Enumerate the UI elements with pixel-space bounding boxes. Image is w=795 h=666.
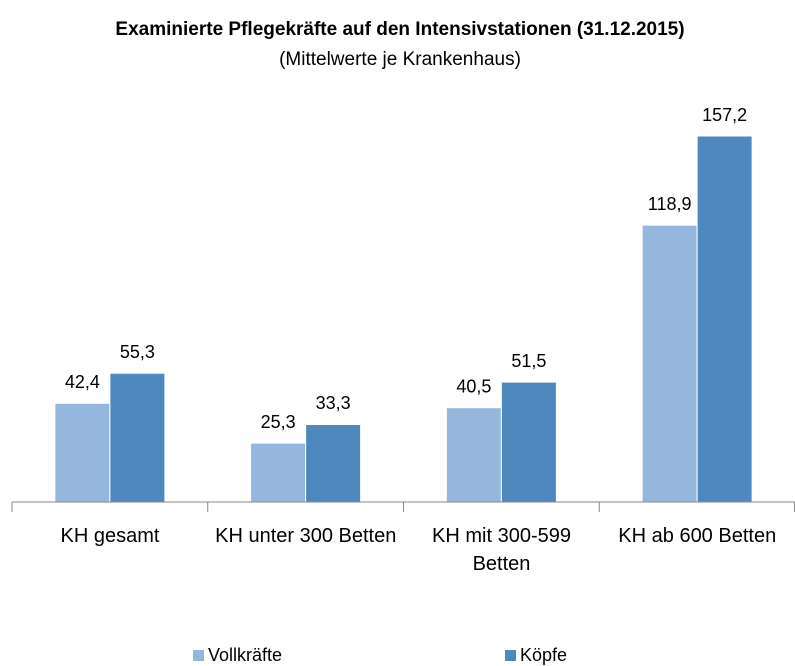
data-label: 33,3 [316,393,351,413]
data-label: 42,4 [65,372,100,392]
data-label: 118,9 [648,194,692,214]
data-label: 51,5 [511,351,546,371]
legend-swatch [193,650,204,661]
bar [250,442,307,503]
x-tick-label: KH mit 300-599 Betten [432,525,571,575]
x-tick-label: KH gesamt [60,525,160,547]
x-tick-label: KH unter 300 Betten [215,525,397,547]
data-label: 40,5 [456,376,491,396]
bar [54,402,111,503]
bar [109,372,166,503]
data-label: 55,3 [120,342,155,362]
bar [305,423,362,503]
bar [696,135,753,503]
bar [641,224,698,503]
legend-label: Vollkräfte [208,645,282,665]
legend-swatch [505,650,516,661]
data-label: 25,3 [261,412,296,432]
chart-title: Examinierte Pflegekräfte auf den Intensi… [115,19,684,40]
legend-label: Köpfe [520,645,567,665]
chart-subtitle: (Mittelwerte je Krankenhaus) [279,49,521,70]
bar [500,381,557,503]
x-tick-label: KH ab 600 Betten [618,525,777,547]
bar [445,407,502,503]
data-label: 157,2 [702,105,747,125]
